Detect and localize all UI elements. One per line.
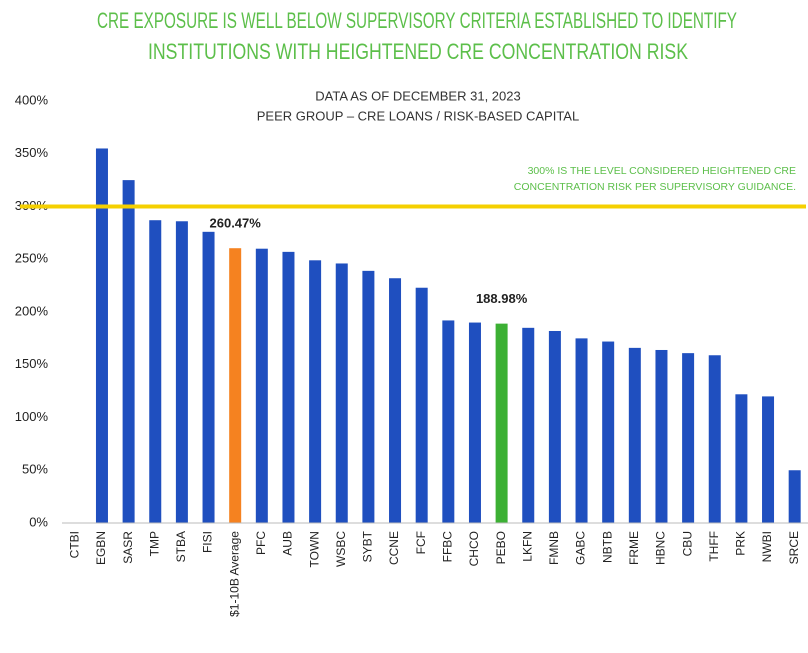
x-tick-label: TMP bbox=[147, 531, 161, 556]
bar bbox=[149, 220, 162, 523]
bar bbox=[602, 341, 615, 523]
x-tick-label: PEBO bbox=[494, 531, 508, 564]
x-tick-label: FRME bbox=[627, 531, 641, 565]
bar bbox=[389, 278, 402, 523]
x-tick-label: GABC bbox=[574, 531, 588, 565]
y-tick-label: 400% bbox=[15, 92, 49, 107]
bar bbox=[175, 221, 188, 523]
bar bbox=[229, 248, 242, 523]
bar bbox=[309, 260, 322, 523]
x-tick-label: SRCE bbox=[787, 531, 801, 564]
bar bbox=[708, 355, 721, 523]
y-tick-label: 150% bbox=[15, 356, 49, 371]
x-tick-label: AUB bbox=[281, 531, 295, 556]
bar bbox=[282, 251, 295, 524]
chart-subtitle: DATA AS OF DECEMBER 31, 2023 bbox=[315, 88, 520, 103]
x-tick-label: FFBC bbox=[440, 531, 454, 563]
x-tick-label: NBTB bbox=[600, 531, 614, 563]
chart-title: INSTITUTIONS WITH HEIGHTENED CRE CONCENT… bbox=[148, 39, 688, 64]
bar bbox=[255, 248, 268, 523]
bar bbox=[415, 287, 428, 523]
x-tick-label: SASR bbox=[121, 531, 135, 564]
chart-subtitle: PEER GROUP – CRE LOANS / RISK-BASED CAPI… bbox=[257, 108, 579, 123]
x-tick-label: WSBC bbox=[334, 531, 348, 567]
data-label: 260.47% bbox=[210, 216, 262, 231]
reference-annotation: CONCENTRATION RISK PER SUPERVISORY GUIDA… bbox=[514, 181, 796, 193]
x-tick-label: PRK bbox=[734, 531, 748, 556]
bar bbox=[95, 148, 108, 523]
bar bbox=[628, 347, 641, 523]
bar bbox=[788, 470, 801, 523]
bar bbox=[442, 320, 455, 523]
bar bbox=[468, 322, 481, 523]
x-tick-label: STBA bbox=[174, 531, 188, 562]
bar bbox=[548, 330, 561, 523]
x-tick-label: THFF bbox=[707, 531, 721, 562]
bar bbox=[682, 353, 695, 523]
x-tick-label: CBU bbox=[680, 531, 694, 556]
x-tick-label: NWBI bbox=[760, 531, 774, 562]
y-tick-label: 350% bbox=[15, 145, 49, 160]
bar bbox=[735, 394, 748, 523]
y-tick-label: 0% bbox=[29, 514, 48, 529]
bar bbox=[362, 270, 375, 523]
chart-title: CRE EXPOSURE IS WELL BELOW SUPERVISORY C… bbox=[97, 8, 737, 33]
x-tick-label: SYBT bbox=[361, 530, 375, 562]
bar bbox=[575, 338, 588, 523]
x-tick-label: $1-10B Average bbox=[227, 531, 241, 617]
x-tick-label: PFC bbox=[254, 531, 268, 555]
x-tick-label: FMNB bbox=[547, 531, 561, 565]
x-tick-label: FCF bbox=[414, 531, 428, 554]
bar bbox=[202, 231, 215, 523]
x-tick-label: CTBI bbox=[67, 531, 81, 558]
data-label: 188.98% bbox=[476, 291, 528, 306]
y-tick-label: 250% bbox=[15, 251, 49, 266]
bar bbox=[335, 263, 348, 523]
x-tick-label: LKFN bbox=[520, 531, 534, 562]
bar bbox=[495, 323, 508, 523]
bar bbox=[522, 327, 535, 523]
bar bbox=[122, 180, 135, 523]
y-tick-label: 100% bbox=[15, 409, 49, 424]
x-tick-label: TOWN bbox=[307, 531, 321, 567]
x-tick-label: CCNE bbox=[387, 531, 401, 565]
y-tick-label: 50% bbox=[22, 462, 48, 477]
reference-annotation: 300% IS THE LEVEL CONSIDERED HEIGHTENED … bbox=[528, 165, 796, 177]
x-tick-label: HBNC bbox=[654, 531, 668, 565]
x-tick-label: FISI bbox=[201, 531, 215, 553]
x-tick-label: CHCO bbox=[467, 531, 481, 566]
bar bbox=[655, 349, 668, 523]
x-tick-label: EGBN bbox=[94, 531, 108, 565]
y-tick-label: 200% bbox=[15, 303, 49, 318]
bar bbox=[762, 396, 775, 523]
